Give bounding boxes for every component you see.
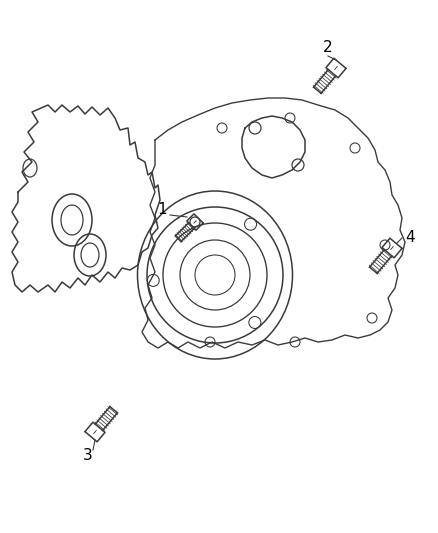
Text: 3: 3: [83, 448, 93, 463]
Text: 1: 1: [157, 203, 167, 217]
Text: 2: 2: [323, 41, 333, 55]
Text: 4: 4: [405, 230, 415, 246]
